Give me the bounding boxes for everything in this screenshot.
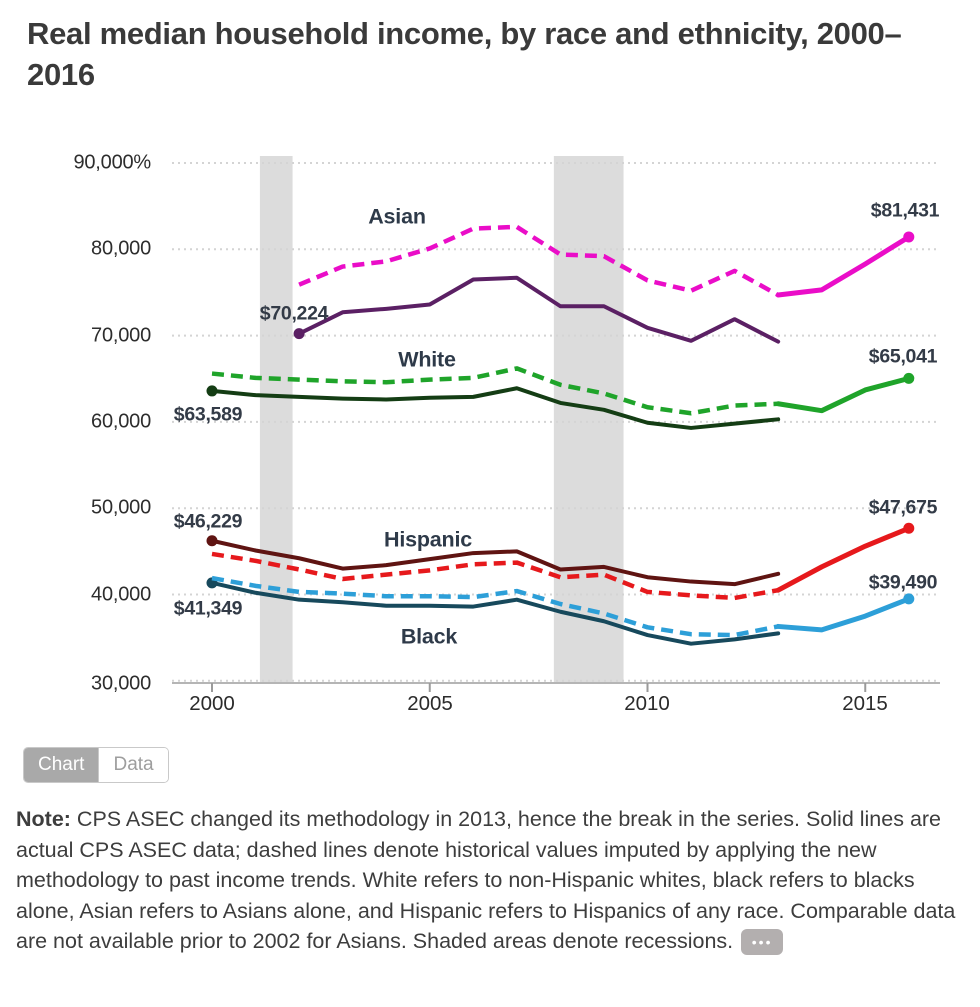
- series-asian-actual-old-line[interactable]: [297, 275, 781, 344]
- data-tab-button[interactable]: Data: [98, 748, 168, 782]
- y-axis-tick-40000: 40,000: [91, 583, 151, 606]
- series-asian-imputed-line[interactable]: [298, 224, 780, 298]
- chart-title: Real median household income, by race an…: [27, 16, 902, 92]
- recession-band-2: [553, 156, 624, 683]
- series-black-actual-new-line[interactable]: [775, 596, 912, 633]
- note-expand-button[interactable]: •••: [741, 929, 784, 956]
- series-label-hispanic: Hispanic: [383, 527, 473, 552]
- series-white-actual-new-line[interactable]: [775, 375, 912, 414]
- series-hispanic-imputed-line[interactable]: [211, 551, 779, 601]
- series-label-white: White: [398, 347, 456, 372]
- x-axis-tick-2000: 2000: [189, 692, 235, 715]
- black-actual-new-end-dot[interactable]: [903, 593, 915, 605]
- value-label-white-2016: $65,041: [868, 345, 938, 368]
- asian-actual-new-end-dot[interactable]: [903, 231, 915, 243]
- ellipsis-icon: •••: [751, 934, 773, 951]
- white-actual-new-end-dot[interactable]: [903, 372, 915, 384]
- series-black-imputed-line[interactable]: [211, 575, 779, 638]
- value-label-asian-2016: $81,431: [870, 199, 940, 222]
- value-label-black-2000: $41,349: [173, 597, 243, 620]
- value-label-hispanic-2000: $46,229: [173, 510, 243, 533]
- y-axis-tick-60000: 60,000: [91, 410, 151, 433]
- series-white-actual-old-line[interactable]: [210, 386, 781, 430]
- y-axis-tick-70000: 70,000: [91, 324, 151, 347]
- chart-plot[interactable]: [0, 140, 980, 750]
- series-asian-actual-new-line[interactable]: [775, 234, 912, 298]
- x-axis-tick-2015: 2015: [842, 692, 888, 715]
- x-axis-tick-2010: 2010: [624, 692, 670, 715]
- series-hispanic-actual-new-line[interactable]: [775, 525, 912, 593]
- hispanic-actual-new-end-dot[interactable]: [903, 522, 915, 534]
- series-black-actual-old-line[interactable]: [210, 580, 781, 646]
- note-label: Note:: [16, 807, 71, 831]
- y-axis-tick-90000: 90,000%: [73, 151, 151, 174]
- recession-band-1: [259, 156, 293, 683]
- chart-data-toggle: Chart Data: [23, 747, 169, 783]
- value-label-black-2016: $39,490: [868, 571, 938, 594]
- series-white-imputed-line[interactable]: [211, 366, 779, 416]
- y-axis-tick-30000: 30,000: [91, 672, 151, 695]
- series-hispanic-actual-old-line[interactable]: [210, 538, 781, 587]
- y-axis-tick-50000: 50,000: [91, 496, 151, 519]
- hispanic-actual-old-start-dot[interactable]: [206, 535, 218, 547]
- chart-tab-button[interactable]: Chart: [24, 748, 99, 782]
- asian-actual-old-start-dot[interactable]: [293, 328, 305, 340]
- series-label-asian: Asian: [368, 204, 426, 229]
- value-label-asian-2002: $70,224: [259, 302, 329, 325]
- chart-area[interactable]: 90,000% 80,000 70,000 60,000 50,000 40,0…: [0, 140, 980, 750]
- chart-note: Note: CPS ASEC changed its methodology i…: [16, 804, 966, 957]
- x-axis-tick-2005: 2005: [407, 692, 453, 715]
- note-text: CPS ASEC changed its methodology in 2013…: [16, 807, 956, 953]
- white-actual-old-start-dot[interactable]: [206, 385, 218, 397]
- y-axis-tick-80000: 80,000: [91, 237, 151, 260]
- value-label-white-2000: $63,589: [173, 403, 243, 426]
- series-label-black: Black: [400, 624, 458, 649]
- value-label-hispanic-2016: $47,675: [868, 496, 938, 519]
